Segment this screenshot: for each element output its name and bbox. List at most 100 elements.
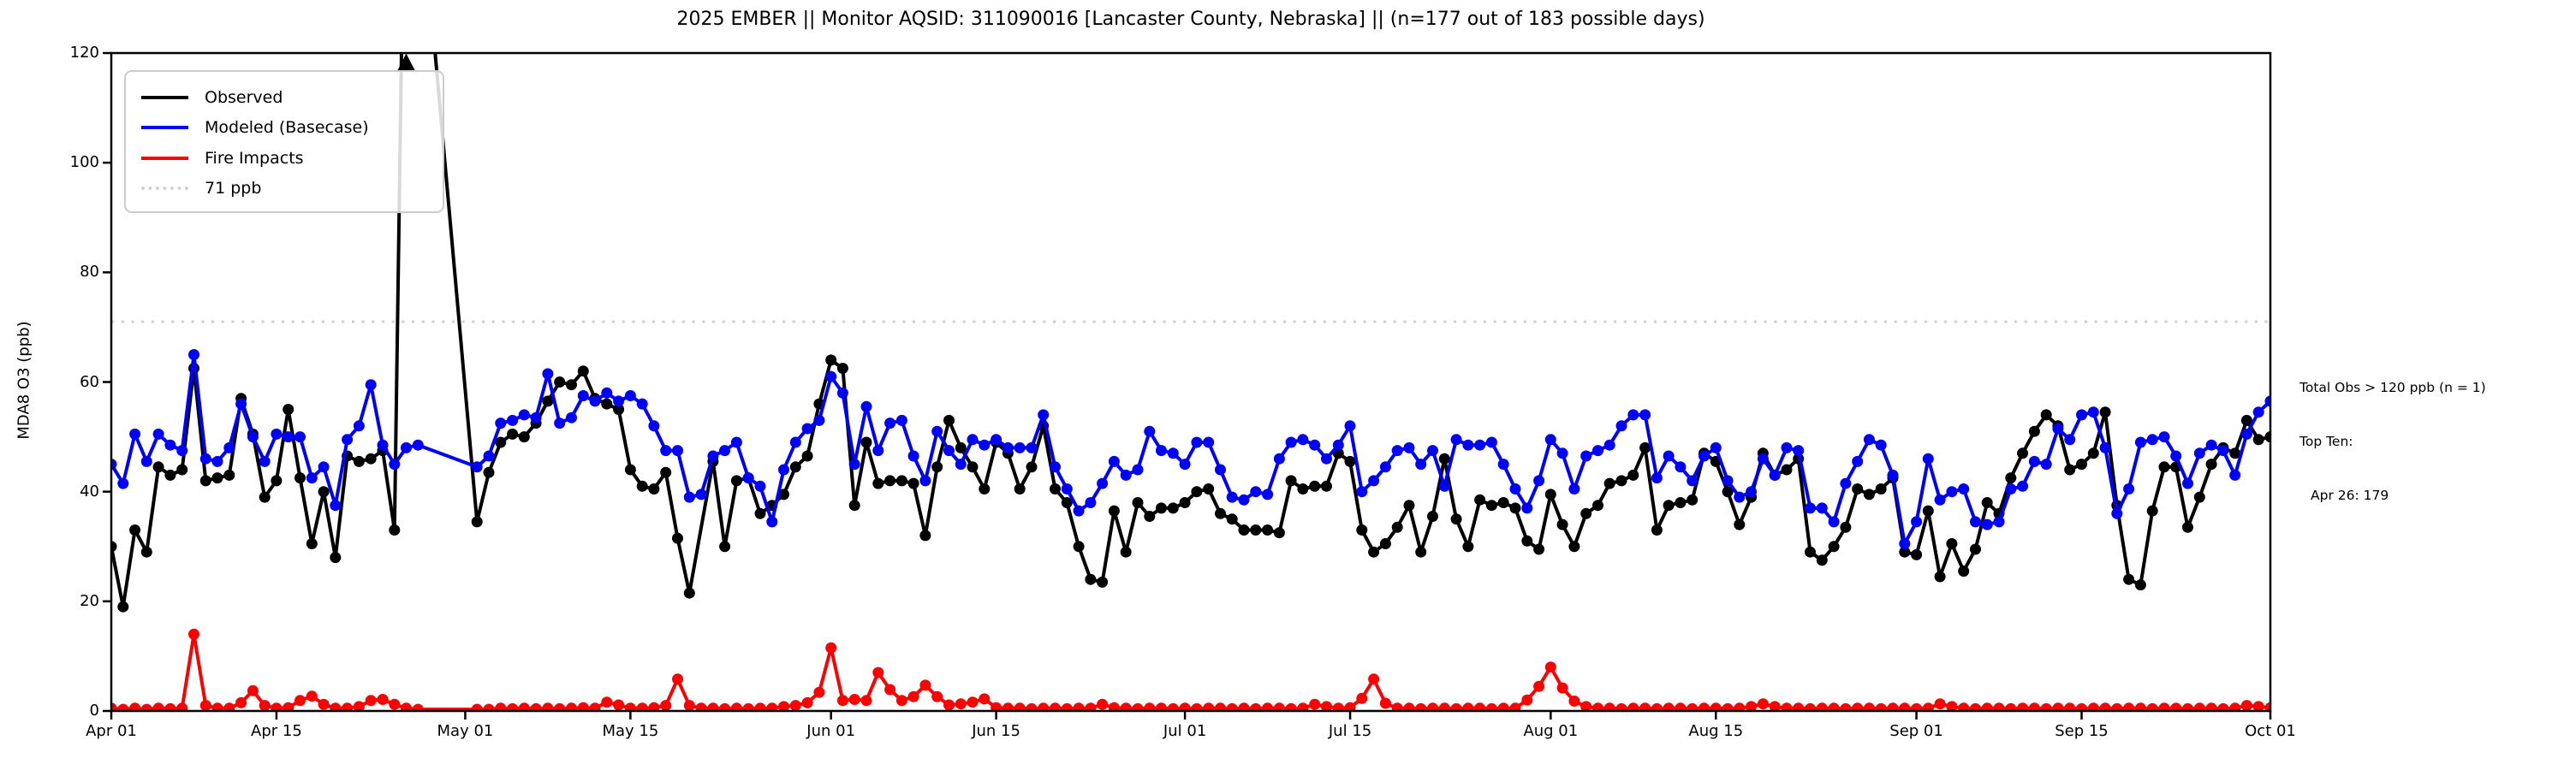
series-observed-marker: [1474, 494, 1486, 506]
series-fire-impacts-marker: [2099, 702, 2111, 711]
series-modeled-basecase-marker: [979, 439, 991, 451]
series-observed-marker: [636, 480, 648, 492]
series-fire-impacts-marker: [1262, 702, 1274, 711]
series-fire-impacts-marker: [554, 702, 566, 711]
series-modeled-basecase-marker: [1262, 489, 1274, 500]
series-modeled-basecase-marker: [825, 370, 837, 382]
x-tick-label: Oct 01: [2245, 722, 2296, 740]
series-observed-marker: [1675, 497, 1687, 508]
series-modeled-basecase-marker: [931, 425, 943, 437]
series-modeled-basecase-marker: [2170, 450, 2182, 462]
series-modeled-basecase-marker: [518, 409, 530, 421]
series-observed-marker: [1438, 453, 1450, 465]
series-modeled-basecase-marker: [1958, 483, 1970, 495]
series-fire-impacts-marker: [1120, 702, 1132, 711]
series-modeled-basecase-marker: [2240, 428, 2252, 440]
series-modeled-basecase-marker: [530, 412, 542, 424]
series-modeled-basecase-marker: [2205, 439, 2217, 451]
series-observed-marker: [1568, 541, 1580, 553]
series-fire-impacts-marker: [1875, 702, 1887, 711]
series-observed-marker: [1026, 461, 1038, 473]
series-fire-impacts-marker: [1615, 702, 1627, 711]
x-tick-label: May 01: [437, 722, 494, 740]
series-fire-impacts-marker: [1863, 702, 1875, 711]
series-modeled-basecase-marker: [164, 439, 176, 451]
series-observed-marker: [2099, 406, 2111, 418]
series-observed-marker: [1450, 513, 1462, 525]
series-modeled-basecase-marker: [1805, 502, 1816, 514]
series-fire-impacts-marker: [117, 703, 129, 711]
series-fire-impacts-marker: [2064, 702, 2076, 711]
series-modeled-basecase-marker: [1981, 518, 1993, 530]
series-modeled-basecase-marker: [2146, 434, 2158, 446]
series-modeled-basecase-marker: [1061, 483, 1073, 495]
x-tick-label: Sep 15: [2055, 722, 2109, 740]
series-modeled-basecase-marker: [1934, 494, 1946, 506]
series-modeled-basecase-marker: [2005, 483, 2017, 495]
series-observed-marker: [1379, 538, 1391, 549]
series-fire-impacts-marker: [967, 696, 979, 708]
series-fire-impacts-marker: [1603, 702, 1615, 711]
y-tick-label: 60: [80, 372, 99, 391]
series-modeled-basecase-marker: [1144, 425, 1156, 437]
series-modeled-basecase-marker: [1840, 477, 1852, 489]
series-fire-impacts-marker: [1356, 692, 1368, 704]
series-observed-marker: [1321, 480, 1332, 492]
series-fire-impacts-marker: [294, 695, 306, 707]
x-tick-label: May 15: [602, 722, 659, 740]
series-observed-marker: [1911, 548, 1923, 560]
series-observed-marker: [1922, 505, 1934, 517]
x-tick-label: Sep 01: [1889, 722, 1943, 740]
series-fire-impacts-marker: [1663, 702, 1675, 711]
series-fire-impacts-marker: [695, 702, 707, 711]
series-fire-impacts-marker: [683, 700, 695, 711]
series-modeled-basecase-marker: [1627, 409, 1639, 421]
series-fire-impacts-line: [111, 632, 2270, 711]
series-observed-marker: [1863, 489, 1875, 500]
series-modeled-basecase-marker: [318, 461, 330, 473]
series-modeled-basecase-marker: [1993, 516, 2005, 528]
series-fire-impacts-marker: [342, 702, 354, 711]
series-modeled-basecase-marker: [1191, 436, 1203, 448]
series-observed-marker: [2158, 461, 2170, 473]
series-modeled-basecase-marker: [1026, 441, 1038, 453]
series-observed-marker: [1415, 546, 1427, 558]
series-modeled-basecase-marker: [1899, 538, 1911, 549]
series-fire-impacts-marker: [2040, 702, 2052, 711]
y-tick-label: 40: [80, 482, 99, 500]
series-fire-impacts-marker: [1085, 702, 1097, 711]
series-observed-marker: [117, 601, 129, 613]
y-tick-label: 100: [69, 153, 99, 172]
series-observed-marker: [176, 464, 188, 476]
series-modeled-basecase-marker: [1391, 445, 1403, 457]
series-observed-marker: [2123, 573, 2135, 585]
series-observed-marker: [1899, 546, 1911, 558]
series-observed-marker: [1108, 505, 1120, 517]
x-tick-label: Apr 15: [251, 722, 302, 740]
series-modeled-basecase-marker: [1344, 420, 1356, 432]
series-modeled-basecase-marker: [1238, 494, 1250, 506]
series-observed-marker: [2182, 521, 2193, 533]
series-fire-impacts-marker: [1026, 702, 1038, 711]
series-fire-impacts-marker: [1226, 702, 1238, 711]
series-fire-impacts-marker: [931, 690, 943, 702]
series-observed-marker: [306, 538, 318, 549]
series-fire-impacts-marker: [1403, 702, 1415, 711]
series-observed-marker: [907, 477, 919, 489]
series-modeled-basecase-marker: [330, 500, 342, 512]
series-observed-marker: [1981, 497, 1993, 508]
series-observed-marker: [1934, 571, 1946, 583]
series-fire-impacts-marker: [2158, 702, 2170, 711]
series-modeled-basecase-marker: [1427, 445, 1438, 457]
series-fire-impacts-marker: [813, 686, 825, 698]
series-modeled-basecase-marker: [1544, 434, 1556, 446]
series-observed-marker: [789, 461, 801, 473]
y-tick-label: 20: [80, 591, 99, 610]
annotation-top-ten: Top Ten:: [2299, 434, 2353, 449]
series-modeled-basecase-marker: [1273, 453, 1285, 465]
series-fire-impacts-marker: [1556, 682, 1568, 694]
series-modeled-basecase-marker: [566, 412, 577, 424]
series-fire-impacts-marker: [1592, 702, 1603, 711]
series-modeled-basecase-marker: [2217, 445, 2229, 457]
series-observed-marker: [2205, 459, 2217, 471]
